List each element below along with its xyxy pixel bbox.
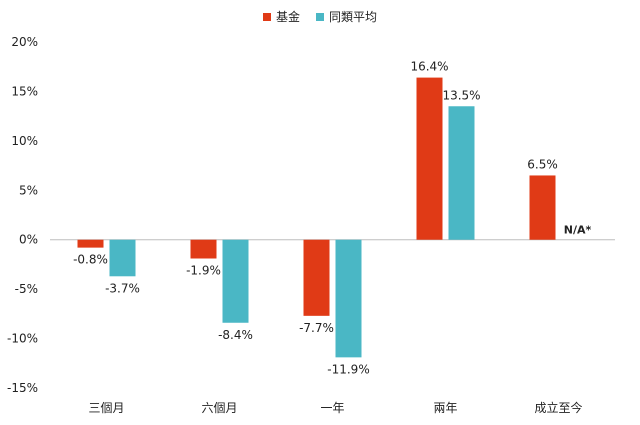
y-tick-label: 10% (11, 134, 38, 148)
bar-peer-average (335, 239, 362, 358)
x-category-label: 六個月 (201, 401, 237, 415)
legend: 基金 同類平均 (0, 8, 640, 25)
legend-swatch-fund (262, 12, 271, 21)
x-category-label: 成立至今 (534, 400, 582, 415)
data-label: N/A* (564, 224, 592, 237)
y-tick-label: 15% (11, 84, 38, 98)
data-label: -7.7% (299, 321, 334, 335)
data-label: -8.4% (218, 328, 253, 342)
legend-item-peer-average: 同類平均 (316, 8, 377, 25)
data-label: -1.9% (186, 263, 221, 277)
y-tick-label: -10% (7, 332, 38, 346)
y-tick-label: -15% (7, 381, 38, 395)
bar-peer-average (448, 106, 475, 240)
data-label: 13.5% (442, 88, 480, 102)
x-category-label: 三個月 (88, 401, 124, 415)
bar-peer-average (222, 239, 249, 323)
bar-peer-average (109, 239, 136, 277)
data-label: 6.5% (527, 157, 558, 171)
data-label: -3.7% (105, 281, 140, 295)
data-label: 16.4% (410, 60, 448, 74)
bar-fund (416, 77, 443, 240)
bar-fund (190, 239, 217, 259)
y-tick-label: -5% (15, 282, 38, 296)
bar-fund (77, 239, 104, 248)
bar-fund (303, 239, 330, 316)
x-category-label: 兩年 (433, 401, 457, 415)
y-tick-label: 0% (19, 233, 38, 247)
legend-item-fund: 基金 (262, 8, 300, 25)
legend-label-fund: 基金 (275, 10, 300, 24)
bar-fund (529, 175, 556, 240)
legend-label-peer-average: 同類平均 (329, 10, 378, 24)
data-label: -0.8% (73, 253, 108, 267)
x-category-label: 一年 (320, 401, 344, 415)
legend-swatch-peer-average (316, 12, 324, 21)
y-tick-label: 5% (19, 183, 38, 197)
data-label: -11.9% (327, 362, 369, 376)
y-tick-label: 20% (11, 35, 38, 49)
